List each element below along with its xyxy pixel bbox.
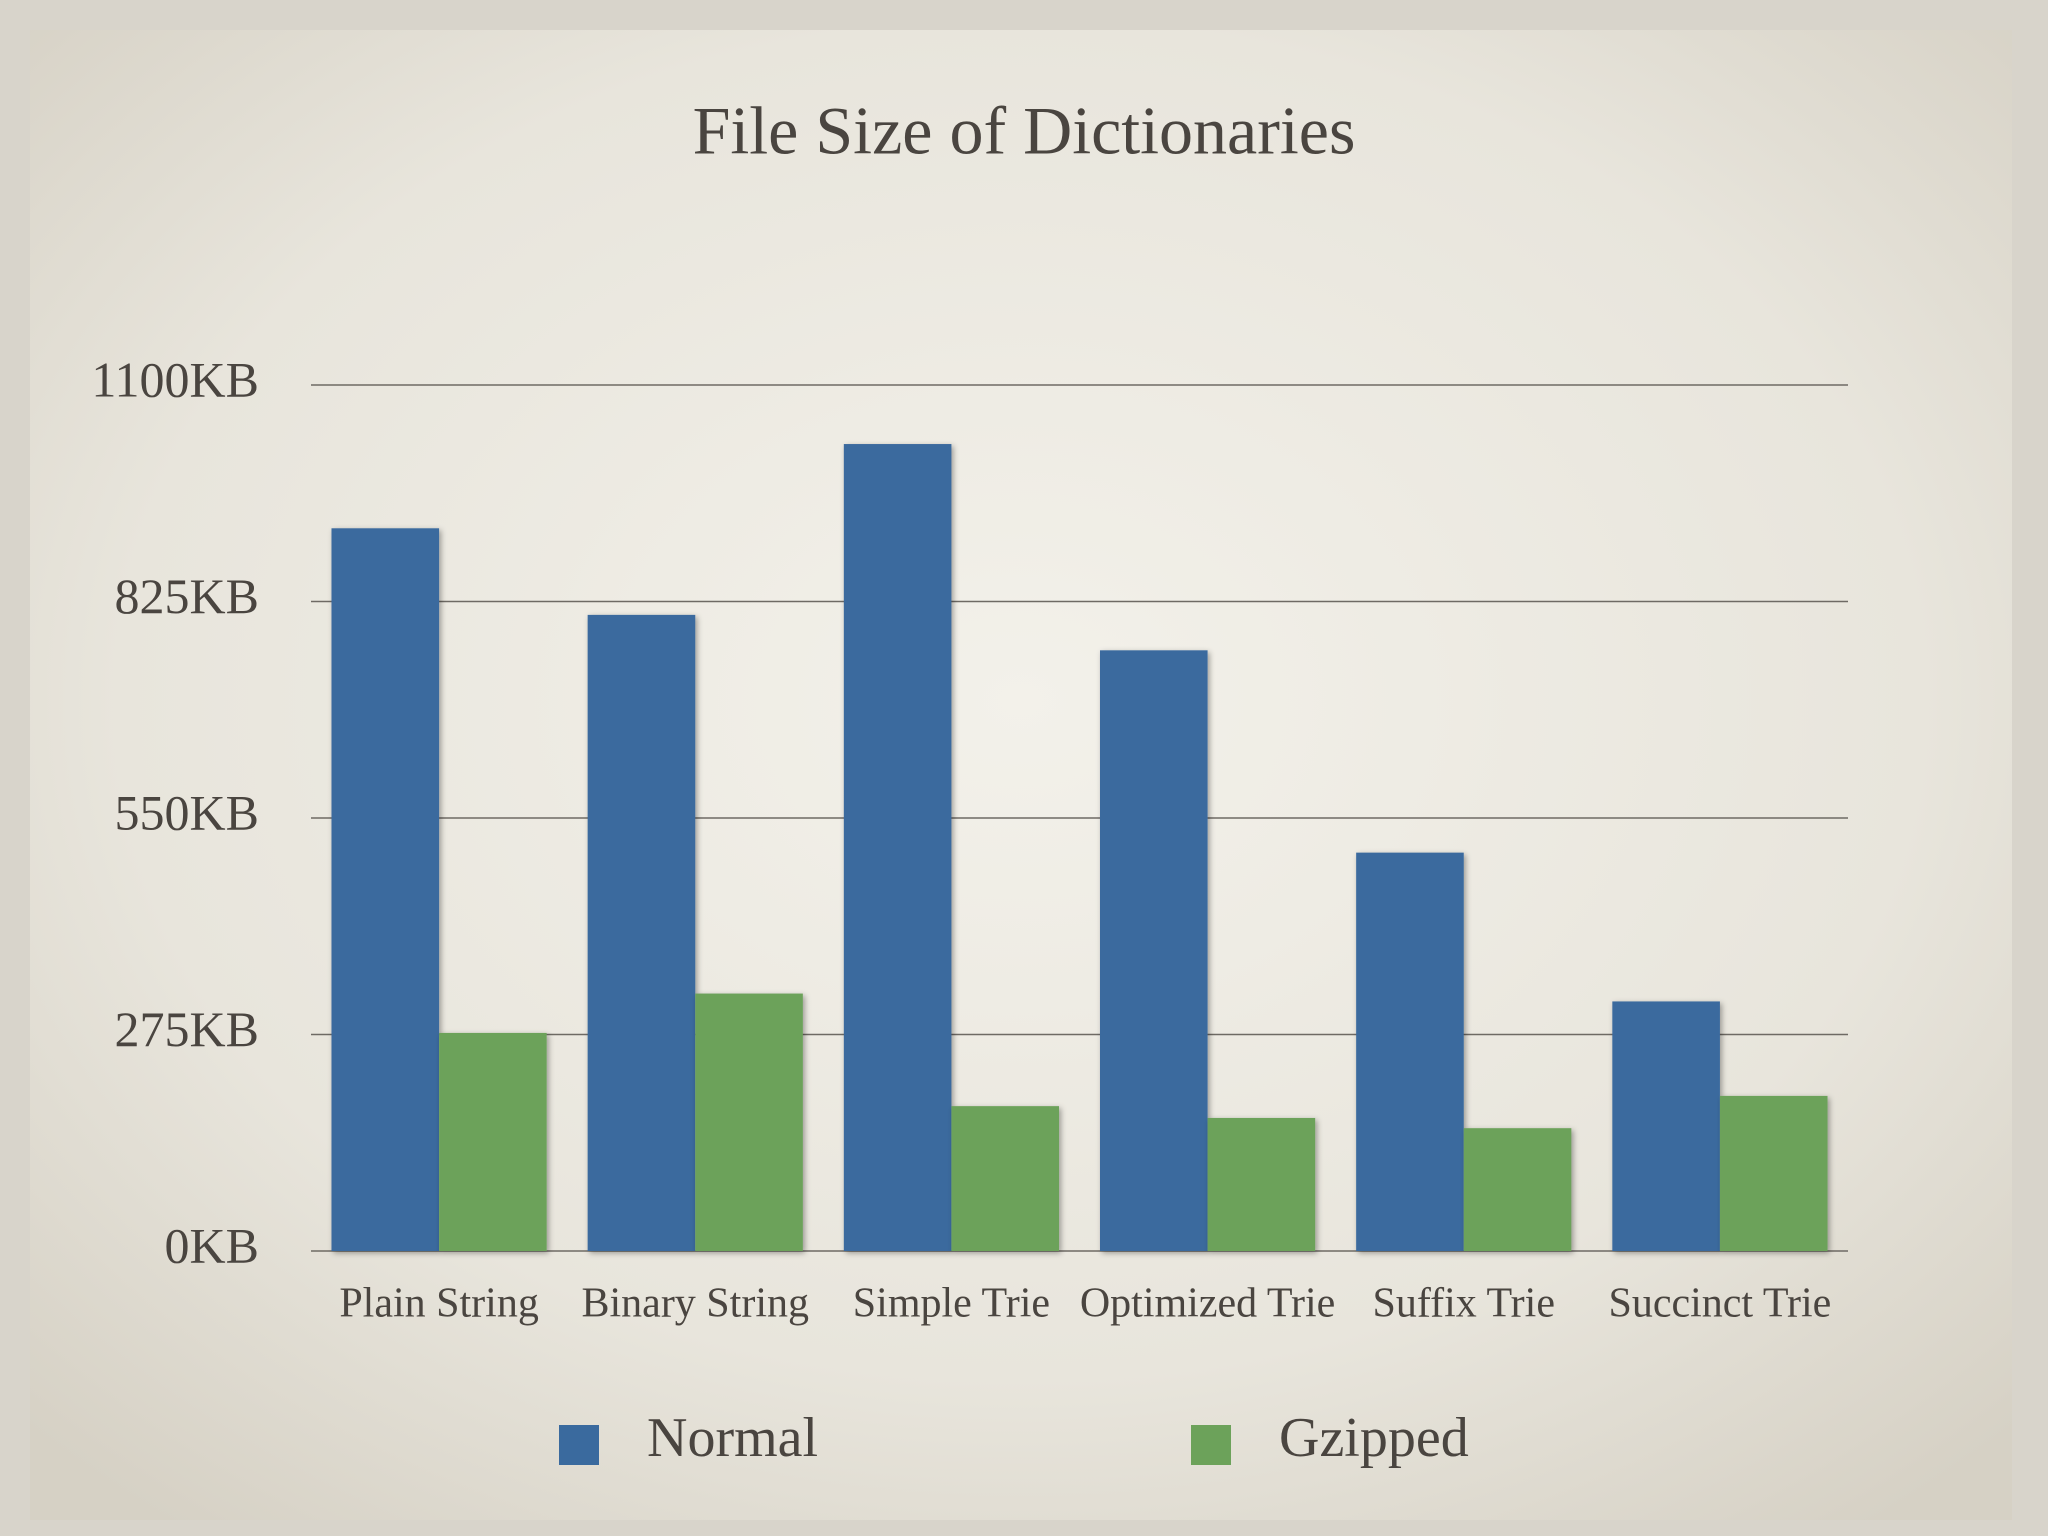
legend-swatch <box>1191 1425 1231 1465</box>
bar <box>439 1032 547 1251</box>
bar <box>1719 1095 1828 1251</box>
x-tick-label: Plain String <box>339 1281 539 1327</box>
legend-label: Normal <box>647 1407 818 1469</box>
bar <box>1207 1117 1316 1251</box>
y-tick-label: 825KB <box>115 568 259 624</box>
y-tick-label: 1100KB <box>91 351 259 407</box>
bar <box>587 614 696 1251</box>
y-tick-label: 0KB <box>165 1217 259 1273</box>
bar <box>331 528 440 1251</box>
legend-label: Gzipped <box>1279 1407 1469 1469</box>
x-tick-label: Simple Trie <box>853 1281 1050 1327</box>
bar <box>951 1106 1060 1251</box>
y-tick-label: 550KB <box>115 784 259 840</box>
y-tick-label: 275KB <box>115 1001 259 1057</box>
bar <box>1356 852 1464 1251</box>
chart-title: File Size of Dictionaries <box>693 93 1356 169</box>
x-tick-label: Suffix Trie <box>1373 1281 1555 1327</box>
x-tick-label: Binary String <box>582 1281 810 1327</box>
bar <box>843 444 952 1252</box>
bar <box>1463 1128 1572 1251</box>
legend-swatch <box>559 1425 599 1465</box>
bar <box>695 993 803 1251</box>
bar <box>1099 650 1208 1251</box>
x-tick-label: Optimized Trie <box>1080 1281 1336 1327</box>
bar <box>1612 1001 1720 1251</box>
x-tick-label: Succinct Trie <box>1608 1281 1831 1327</box>
